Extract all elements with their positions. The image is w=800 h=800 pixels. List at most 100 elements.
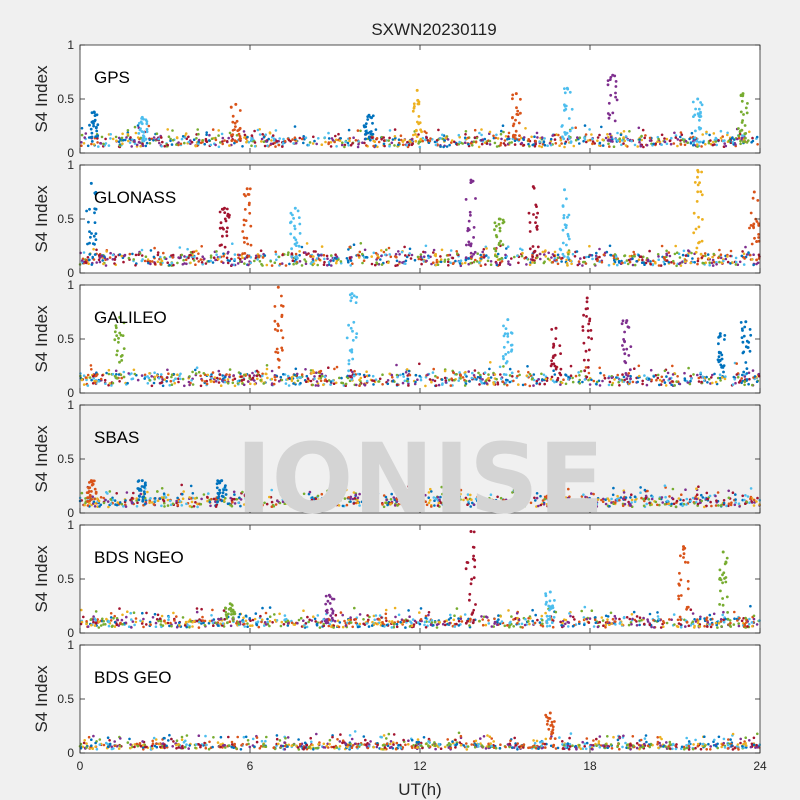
spike-peak-point bbox=[92, 110, 96, 114]
data-point bbox=[499, 373, 502, 376]
data-point bbox=[182, 258, 185, 262]
spike-point bbox=[625, 377, 629, 381]
data-point bbox=[387, 261, 390, 265]
data-point bbox=[744, 502, 747, 506]
spike-point bbox=[607, 138, 611, 142]
spike-point bbox=[467, 243, 471, 247]
data-point bbox=[508, 505, 511, 508]
data-point bbox=[752, 253, 755, 256]
spike-point bbox=[93, 118, 97, 122]
data-point bbox=[323, 497, 326, 500]
data-point bbox=[497, 618, 500, 621]
data-point bbox=[507, 609, 510, 612]
spike-point bbox=[568, 129, 572, 133]
spike-point bbox=[720, 353, 724, 357]
data-point bbox=[419, 253, 423, 256]
spike-point bbox=[609, 76, 613, 79]
data-point bbox=[711, 264, 715, 267]
data-point bbox=[164, 496, 168, 499]
data-point bbox=[464, 496, 468, 500]
y-tick-label: 0.5 bbox=[57, 332, 74, 346]
data-point bbox=[582, 500, 585, 503]
data-point bbox=[654, 142, 657, 145]
data-point bbox=[121, 132, 124, 136]
data-point bbox=[570, 262, 573, 266]
data-point bbox=[193, 497, 197, 500]
data-point bbox=[322, 263, 326, 267]
data-point bbox=[557, 503, 561, 507]
spike-point bbox=[414, 139, 418, 143]
data-point bbox=[341, 141, 344, 144]
data-point bbox=[686, 254, 690, 258]
data-point bbox=[337, 258, 340, 261]
data-point bbox=[659, 264, 663, 267]
data-point bbox=[709, 139, 712, 142]
data-point bbox=[168, 499, 172, 503]
data-point bbox=[426, 373, 429, 377]
spike-point bbox=[570, 126, 574, 130]
data-point bbox=[313, 503, 317, 506]
data-point bbox=[222, 261, 225, 265]
data-point bbox=[739, 142, 742, 146]
data-point bbox=[130, 500, 134, 504]
data-point bbox=[320, 254, 323, 257]
data-point bbox=[345, 257, 349, 260]
spike-point bbox=[514, 118, 517, 122]
data-point bbox=[300, 264, 304, 267]
spike-point bbox=[87, 258, 91, 262]
data-point bbox=[662, 260, 666, 264]
spike-point bbox=[692, 211, 696, 215]
data-point bbox=[543, 137, 546, 140]
data-point bbox=[689, 261, 692, 265]
spike-point bbox=[414, 481, 417, 485]
data-point bbox=[713, 143, 716, 146]
data-point bbox=[407, 384, 410, 387]
data-point bbox=[332, 259, 335, 262]
data-point bbox=[134, 131, 138, 135]
data-point bbox=[156, 490, 159, 493]
data-point bbox=[663, 137, 666, 140]
data-point bbox=[155, 138, 158, 141]
data-point bbox=[529, 501, 533, 505]
data-point bbox=[204, 262, 208, 265]
data-point bbox=[424, 244, 428, 248]
data-point bbox=[114, 369, 118, 373]
data-point bbox=[190, 500, 194, 504]
data-point bbox=[305, 625, 309, 629]
data-point bbox=[656, 611, 659, 614]
data-point bbox=[535, 382, 538, 385]
data-point bbox=[435, 260, 439, 264]
spike-point bbox=[85, 209, 88, 213]
data-point bbox=[354, 139, 358, 142]
data-point bbox=[169, 621, 172, 625]
spike-point bbox=[351, 329, 354, 333]
spike-point bbox=[494, 254, 497, 258]
data-point bbox=[398, 497, 401, 501]
data-point bbox=[389, 502, 392, 506]
spike-point bbox=[238, 138, 241, 141]
spike-point bbox=[723, 334, 727, 337]
spike-point bbox=[511, 116, 514, 119]
data-point bbox=[214, 505, 218, 508]
data-point bbox=[212, 624, 215, 627]
data-point bbox=[588, 128, 591, 131]
data-point bbox=[158, 141, 161, 145]
data-point bbox=[665, 137, 669, 141]
data-point bbox=[726, 131, 729, 135]
data-point bbox=[323, 257, 326, 261]
data-point bbox=[616, 263, 619, 267]
spike-peak-point bbox=[696, 168, 700, 172]
data-point bbox=[648, 249, 651, 253]
data-point bbox=[325, 254, 329, 258]
data-point bbox=[261, 374, 264, 378]
spike-point bbox=[723, 338, 726, 341]
spike-point bbox=[419, 459, 423, 463]
data-point bbox=[524, 496, 527, 499]
data-point bbox=[401, 261, 404, 264]
data-point bbox=[209, 254, 213, 257]
data-point bbox=[630, 613, 634, 616]
data-point bbox=[535, 492, 539, 495]
data-point bbox=[194, 501, 197, 504]
data-point bbox=[251, 493, 254, 496]
data-point bbox=[141, 142, 144, 146]
